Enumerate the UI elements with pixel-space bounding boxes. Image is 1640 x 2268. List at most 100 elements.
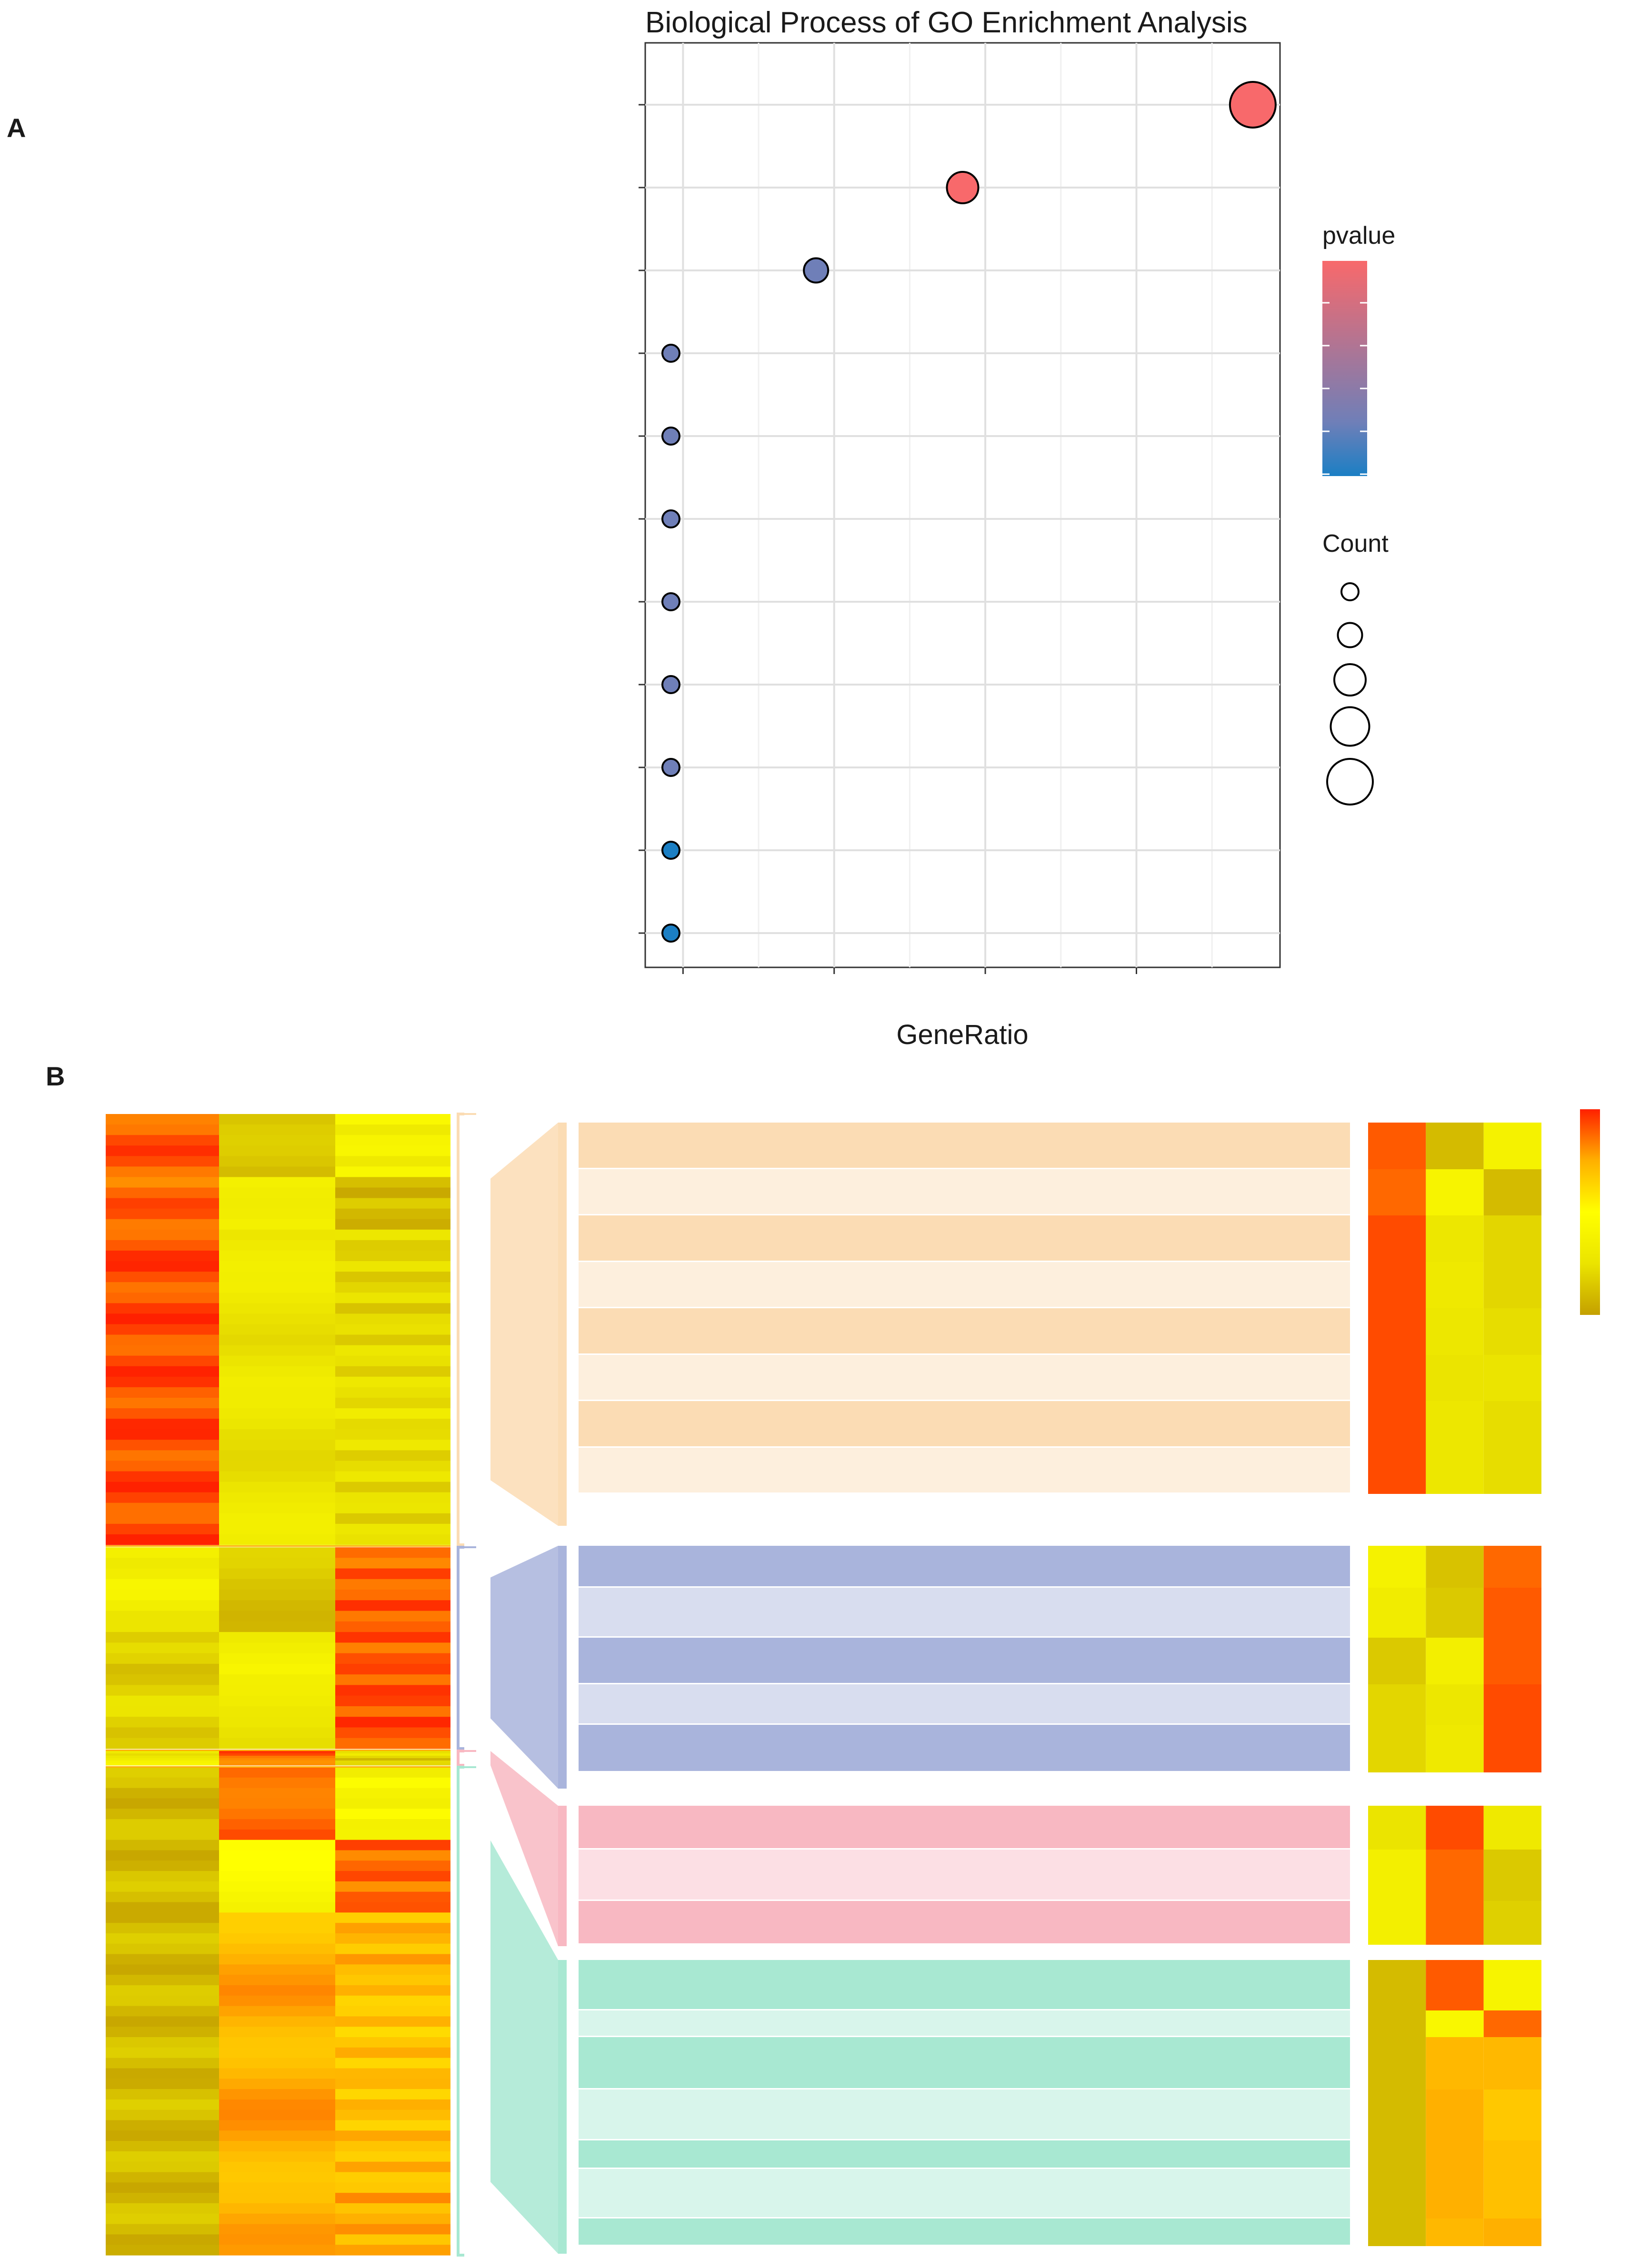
mini-heatmap-cell (1483, 1588, 1541, 1638)
heatmap-cell (219, 2037, 335, 2048)
cluster-connector (490, 1546, 558, 1789)
heatmap-cell (335, 1429, 450, 1440)
mini-heatmap-cell (1368, 1308, 1426, 1355)
heatmap-cell (219, 1534, 335, 1545)
mini-heatmap-cell (1426, 1546, 1484, 1588)
heatmap-cell (335, 2151, 450, 2162)
heatmap-cell (106, 1943, 219, 1955)
panel-b-label: B (46, 1061, 65, 1091)
heatmap-cell (219, 2172, 335, 2183)
heatmap-cell (335, 1777, 450, 1789)
heatmap-cell (219, 1145, 335, 1156)
heatmap-cell (106, 2141, 219, 2152)
heatmap-cell (219, 1751, 335, 1754)
heatmap-cell (219, 2047, 335, 2059)
mini-heatmap-cell (1426, 2169, 1484, 2218)
heatmap-cell (106, 2058, 219, 2069)
heatmap-cell (106, 2006, 219, 2017)
heatmap-cell (335, 2016, 450, 2027)
chart-title: Biological Process of GO Enrichment Anal… (645, 6, 1248, 39)
heatmap-cell (335, 1860, 450, 1871)
heatmap-cell (106, 1261, 219, 1272)
heatmap-cell (335, 1819, 450, 1830)
heatmap-cell (335, 2027, 450, 2038)
heatmap-cell (106, 1345, 219, 1356)
heatmap-cell (219, 1611, 335, 1622)
heatmap-cell (335, 2120, 450, 2131)
heatmap-cell (335, 1198, 450, 1209)
heatmap-cell (335, 1482, 450, 1493)
table-row (579, 2037, 1350, 2088)
mini-heatmap-cell (1426, 1308, 1484, 1355)
data-point (661, 758, 680, 777)
heatmap-cell (106, 1995, 219, 2007)
heatmap-cell (335, 1674, 450, 1686)
heatmap-cell (335, 1492, 450, 1503)
mini-heatmap-cell (1426, 2010, 1484, 2037)
heatmap-cell (106, 1912, 219, 1923)
mini-heatmap-cell (1368, 1169, 1426, 1215)
heatmap-cell (106, 1902, 219, 1913)
heatmap-cell (106, 1674, 219, 1686)
count-legend-circle (1330, 706, 1370, 747)
table-row (579, 1725, 1350, 1771)
mini-heatmap-cell (1368, 1960, 1426, 2010)
heatmap-cell (219, 1753, 335, 1756)
mini-heatmap-cell (1483, 1806, 1541, 1850)
heatmap-cell (219, 1881, 335, 1892)
mini-heatmap-cell (1426, 1123, 1484, 1169)
mini-heatmap-cell (1368, 1901, 1426, 1945)
mini-heatmap-cell (1483, 1355, 1541, 1401)
heatmap-cell (106, 1334, 219, 1346)
heatmap-cell (335, 1376, 450, 1388)
heatmap-cell (219, 1642, 335, 1654)
heatmap-cell (219, 1579, 335, 1590)
heatmap-cell (335, 1523, 450, 1535)
cluster-bracket (457, 1546, 464, 1750)
heatmap-cell (219, 1600, 335, 1611)
heatmap-separator (106, 1766, 450, 1768)
heatmap-cell (219, 1156, 335, 1167)
heatmap-cell (106, 2245, 219, 2256)
mini-heatmap-cell (1368, 1262, 1426, 1308)
mini-heatmap-cell (1426, 1401, 1484, 1448)
heatmap-cell (335, 1706, 450, 1717)
mini-heatmap-cell (1368, 2218, 1426, 2246)
heatmap-cell (335, 1995, 450, 2007)
heatmap-cell (106, 1751, 219, 1754)
mini-heatmap-cell (1426, 2037, 1484, 2089)
mini-heatmap-cell (1483, 2089, 1541, 2140)
heatmap-cell (106, 1829, 219, 1840)
cluster-bar (558, 1960, 567, 2254)
heatmap-cell (335, 2089, 450, 2100)
mini-heatmap-cell (1426, 1448, 1484, 1494)
count-legend-circle (1333, 663, 1367, 696)
heatmap-cell (219, 2234, 335, 2245)
heatmap-cell (106, 1523, 219, 1535)
count-legend-circle (1337, 622, 1363, 648)
heatmap-cell (106, 1761, 219, 1763)
mini-heatmap-cell (1426, 2089, 1484, 2140)
heatmap-cell (335, 1761, 450, 1763)
heatmap-cell (335, 1208, 450, 1220)
mini-heatmap-cell (1426, 1725, 1484, 1772)
mini-heatmap-cell (1483, 1850, 1541, 1901)
mini-heatmap-cell (1426, 1588, 1484, 1638)
heatmap-cell (335, 1685, 450, 1696)
heatmap-cell (106, 1632, 219, 1643)
heatmap-cell (106, 1166, 219, 1178)
heatmap-cell (219, 2099, 335, 2110)
heatmap-cell (219, 2068, 335, 2079)
heatmap-cell (335, 2193, 450, 2204)
heatmap-cell (335, 1933, 450, 1944)
data-point (661, 675, 680, 694)
table-row (579, 1448, 1350, 1492)
heatmap-cell (219, 1809, 335, 1820)
table-row (579, 2010, 1350, 2036)
heatmap-cell (335, 1850, 450, 1861)
heatmap-cell (219, 1376, 335, 1388)
table-row (579, 1308, 1350, 1353)
heatmap-cell (219, 1954, 335, 1965)
heatmap-cell (335, 1985, 450, 1996)
heatmap-cell (106, 1695, 219, 1707)
